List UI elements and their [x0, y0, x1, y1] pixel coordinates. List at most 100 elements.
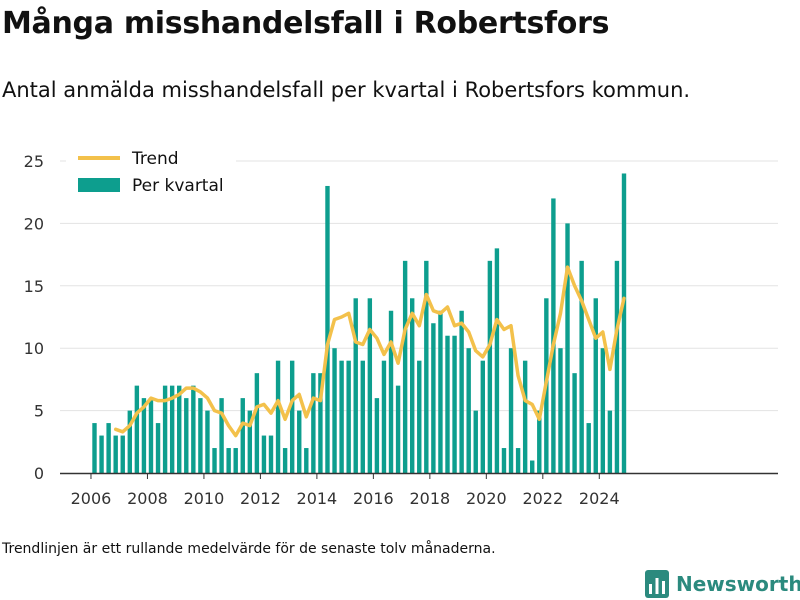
bar: [113, 435, 118, 473]
line-series-trend: [113, 265, 626, 438]
bar: [318, 373, 323, 473]
bar: [579, 260, 584, 473]
brand-name: Newsworthy: [676, 572, 800, 596]
bar: [254, 373, 260, 473]
x-tick-label: 2024: [579, 489, 620, 508]
bar: [410, 298, 415, 473]
bar: [395, 385, 401, 473]
bar: [621, 173, 627, 474]
trend-line: [113, 265, 626, 438]
bar: [614, 260, 620, 473]
footnote: Trendlinjen är ett rullande medelvärde f…: [2, 541, 496, 557]
bar: [219, 398, 224, 473]
bar: [402, 260, 408, 473]
bar: [487, 260, 493, 473]
bar: [177, 385, 182, 473]
bar: [551, 198, 556, 473]
bar: [459, 310, 464, 473]
x-tick-label: 2018: [409, 489, 450, 508]
bar: [494, 248, 500, 473]
bar: [148, 398, 154, 473]
bar: [353, 298, 358, 473]
bar: [332, 348, 337, 473]
bar: [212, 448, 217, 473]
bar: [169, 385, 175, 473]
bar: [99, 435, 104, 473]
bar: [268, 435, 274, 473]
bar: [501, 448, 507, 473]
bar: [452, 335, 457, 473]
brand-logo[interactable]: Newsworthy: [645, 568, 800, 600]
x-tick-label: 2022: [522, 489, 563, 508]
bar: [325, 185, 330, 473]
bar: [381, 360, 387, 473]
bar: [198, 398, 203, 473]
bar: [473, 410, 478, 473]
bar: [466, 348, 471, 473]
x-tick-label: 2006: [71, 489, 112, 508]
chart-subtitle: Antal anmälda misshandelsfall per kvarta…: [2, 78, 691, 102]
chart-area: 0 5 10 15 20 25 2006 2008 2010 2012 2014 2016 2018 20…: [24, 146, 778, 508]
y-tick-label: 15: [24, 277, 44, 296]
legend-swatch-per-kvartal: [78, 178, 120, 192]
bar: [155, 423, 161, 473]
y-tick-label: 0: [34, 464, 44, 483]
bar: [600, 348, 606, 473]
bar: [480, 360, 485, 473]
bar: [438, 310, 443, 473]
x-tick-label: 2010: [184, 489, 225, 508]
bar: [134, 385, 140, 473]
bar: [586, 423, 591, 473]
bar: [184, 398, 189, 473]
bar: [304, 448, 309, 473]
bar: [233, 448, 238, 473]
bar: [226, 448, 231, 473]
bar: [417, 360, 422, 473]
bar: [572, 373, 577, 473]
bar-series-per-kvartal: [92, 173, 627, 474]
x-tick-label: 2016: [353, 489, 394, 508]
bar: [282, 448, 288, 473]
bar: [388, 310, 394, 473]
bar: [127, 410, 132, 473]
bar: [311, 373, 316, 473]
axes: 0 5 10 15 20 25 2006 2008 2010 2012 2014 2016 2018 20…: [24, 152, 778, 508]
bar: [508, 348, 514, 473]
legend-label-trend: Trend: [131, 149, 179, 169]
bar: [360, 360, 365, 473]
bar: [515, 448, 521, 473]
x-tick-label: 2008: [127, 489, 168, 508]
bar: [431, 323, 436, 473]
bar: [339, 360, 344, 473]
bar: [424, 260, 429, 473]
bar: [205, 410, 210, 473]
bar: [530, 460, 535, 473]
x-tick-label: 2020: [466, 489, 507, 508]
bar: [297, 410, 302, 473]
legend-background: [66, 146, 236, 204]
bar: [92, 423, 97, 473]
bar: [191, 385, 196, 473]
bar-chart-logo-icon: [645, 570, 669, 598]
bar: [445, 335, 450, 473]
legend: Trend Per kvartal: [66, 146, 236, 204]
bar: [558, 348, 563, 473]
bar: [247, 410, 253, 473]
bar: [565, 223, 570, 473]
bar: [275, 360, 281, 473]
bar: [240, 398, 245, 473]
y-tick-label: 10: [24, 339, 44, 358]
x-tick-label: 2012: [240, 489, 281, 508]
bar: [141, 398, 147, 473]
y-tick-label: 20: [24, 214, 44, 233]
bar: [120, 435, 125, 473]
bar: [607, 410, 613, 473]
bar: [374, 398, 380, 473]
chart-title: Många misshandelsfall i Robertsfors: [2, 6, 610, 41]
x-tick-label: 2014: [297, 489, 338, 508]
bar: [289, 360, 295, 473]
bar: [162, 385, 168, 473]
y-tick-label: 5: [34, 402, 44, 421]
bar: [346, 360, 351, 473]
bar: [106, 423, 111, 473]
